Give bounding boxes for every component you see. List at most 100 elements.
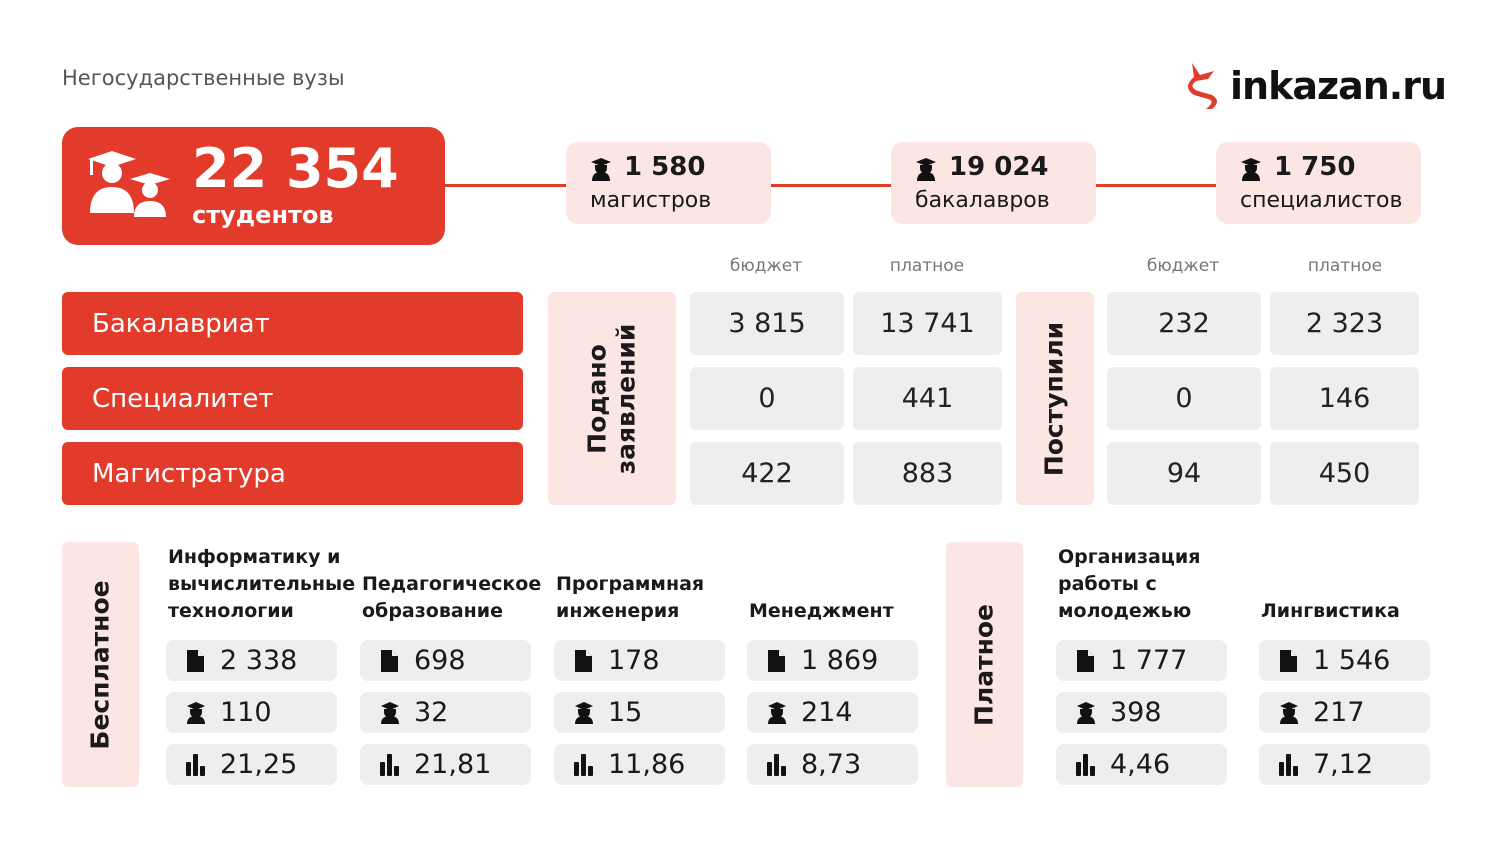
admitted-stat: 32	[360, 692, 531, 733]
graduate-icon	[1241, 158, 1261, 181]
applied-cell: 883	[853, 442, 1002, 505]
competition-stat: 8,73	[747, 744, 918, 785]
bar-chart-icon	[186, 753, 205, 776]
bar-chart-icon	[1076, 753, 1095, 776]
enrolled-cell: 94	[1107, 442, 1261, 505]
admitted-stat: 15	[554, 692, 725, 733]
competition-value: 11,86	[608, 749, 686, 780]
competition-value: 7,12	[1313, 749, 1374, 780]
applications-value: 178	[608, 645, 660, 676]
bar-chart-icon	[574, 753, 593, 776]
competition-value: 21,81	[414, 749, 492, 780]
graduate-icon	[187, 701, 205, 724]
admitted-value: 32	[414, 697, 449, 728]
enrolled-cell: 2 323	[1270, 292, 1419, 355]
enrolled-cell: 232	[1107, 292, 1261, 355]
col-header-budget: бюджет	[729, 256, 803, 276]
applications-value: 1 869	[801, 645, 879, 676]
program-name-text: Организация работы с молодежью	[1058, 546, 1201, 622]
graduate-icon	[575, 701, 593, 724]
admitted-value: 398	[1110, 697, 1162, 728]
enrolled-cell: 450	[1270, 442, 1419, 505]
page-subtitle: Негосударственные вузы	[62, 66, 345, 90]
applications-value: 2 338	[220, 645, 298, 676]
bar-chart-icon	[767, 753, 786, 776]
logo-dragon-icon	[1188, 63, 1217, 109]
applied-cell: 0	[690, 367, 844, 430]
program-name-text: Менеджмент	[749, 600, 894, 622]
total-students-card: 22 354 студентов	[62, 127, 445, 245]
competition-stat: 21,25	[166, 744, 337, 785]
specialists-value: 1 750	[1274, 152, 1356, 182]
masters-card: 1 580 магистров	[566, 142, 771, 224]
col-header-paid: платное	[1307, 256, 1383, 276]
document-icon	[187, 649, 204, 672]
applied-cell: 3 815	[690, 292, 844, 355]
graduate-icon	[591, 158, 611, 181]
admitted-stat: 217	[1259, 692, 1430, 733]
competition-stat: 7,12	[1259, 744, 1430, 785]
program-name: Организация работы с молодежью	[1058, 540, 1238, 625]
program-name-text: Лингвистика	[1261, 600, 1400, 622]
program-name-text: Программная инженерия	[556, 573, 705, 622]
col-header-budget: бюджет	[1146, 256, 1220, 276]
document-icon	[381, 649, 398, 672]
admitted-stat: 110	[166, 692, 337, 733]
connector-line	[445, 184, 1220, 187]
applied-cell: 441	[853, 367, 1002, 430]
paid-label: Платное	[969, 603, 999, 726]
logo: inkazan.ru	[1186, 60, 1447, 112]
admitted-value: 15	[608, 697, 643, 728]
admitted-stat: 214	[747, 692, 918, 733]
applications-stat: 698	[360, 640, 531, 681]
masters-label: магистров	[590, 188, 712, 213]
applications-value: 1 777	[1110, 645, 1188, 676]
graduate-icon	[381, 701, 399, 724]
enrolled-label: Поступили	[1039, 321, 1069, 476]
program-name-text: Информатику и вычислительные технологии	[168, 546, 356, 622]
graduate-icon	[1077, 701, 1095, 724]
competition-stat: 21,81	[360, 744, 531, 785]
competition-value: 4,46	[1110, 749, 1171, 780]
applications-value: 1 546	[1313, 645, 1391, 676]
program-name: Программная инженерия	[556, 540, 736, 625]
bachelors-label: бакалавров	[915, 188, 1050, 213]
enrolled-cell: 0	[1107, 367, 1261, 430]
program-name-text: Педагогическое образование	[362, 573, 542, 622]
applications-stat: 1 869	[747, 640, 918, 681]
specialists-label: специалистов	[1240, 188, 1403, 213]
document-icon	[768, 649, 785, 672]
total-students-label: студентов	[192, 201, 334, 229]
graduate-icon	[916, 158, 936, 181]
col-header-paid: платное	[889, 256, 965, 276]
row-label-master: Магистратура	[62, 442, 523, 505]
program-name: Информатику и вычислительные технологии	[168, 540, 356, 625]
competition-value: 21,25	[220, 749, 298, 780]
enrolled-header: Поступили	[1016, 292, 1094, 505]
admitted-value: 214	[801, 697, 853, 728]
free-label: Бесплатное	[85, 579, 115, 750]
masters-value: 1 580	[624, 152, 706, 182]
competition-stat: 11,86	[554, 744, 725, 785]
admitted-stat: 398	[1056, 692, 1227, 733]
bar-chart-icon	[1279, 753, 1298, 776]
applications-stat: 178	[554, 640, 725, 681]
bachelors-value: 19 024	[949, 152, 1049, 182]
document-icon	[1280, 649, 1297, 672]
bar-chart-icon	[380, 753, 399, 776]
applied-cell: 13 741	[853, 292, 1002, 355]
specialists-card: 1 750 специалистов	[1216, 142, 1421, 224]
applications-stat: 1 777	[1056, 640, 1227, 681]
program-name: Менеджмент	[749, 540, 929, 625]
bachelors-card: 19 024 бакалавров	[891, 142, 1096, 224]
applied-label: Подано заявлений	[582, 323, 640, 474]
enrolled-cell: 146	[1270, 367, 1419, 430]
paid-header: Платное	[946, 542, 1023, 787]
program-name: Педагогическое образование	[362, 540, 542, 625]
row-label-bachelor: Бакалавриат	[62, 292, 523, 355]
competition-stat: 4,46	[1056, 744, 1227, 785]
total-students-value: 22 354	[192, 137, 399, 200]
program-name: Лингвистика	[1261, 540, 1441, 625]
competition-value: 8,73	[801, 749, 862, 780]
admitted-value: 217	[1313, 697, 1365, 728]
